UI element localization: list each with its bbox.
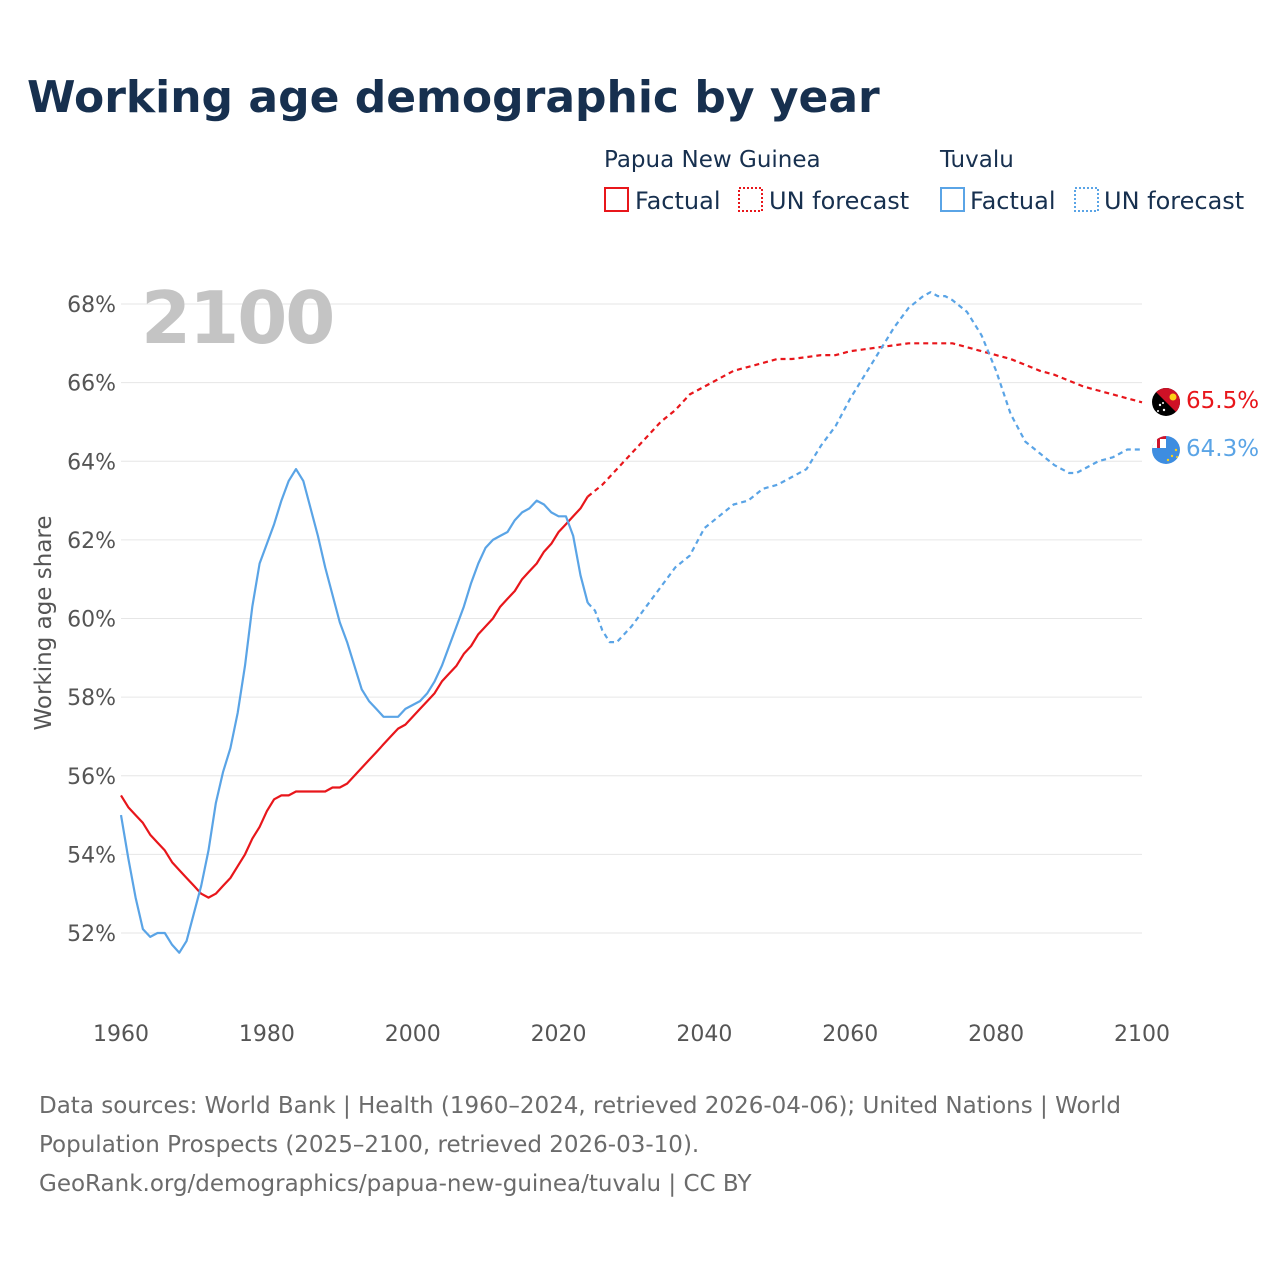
legend-label-png-forecast: UN forecast (769, 187, 909, 215)
y-tick-label: 68% (67, 293, 116, 318)
x-tick-label: 2040 (676, 1022, 732, 1047)
y-tick-label: 58% (67, 686, 116, 711)
legend-group-papua-new-guinea: Papua New Guinea (604, 147, 821, 173)
year-watermark: 2100 (141, 276, 333, 360)
y-tick-label: 54% (67, 843, 116, 868)
y-axis-label: Working age share (31, 515, 57, 730)
end-label-papua-new-guinea: 65.5% (1186, 388, 1259, 414)
series-line-papua-new-guinea-forecast (587, 342, 1143, 498)
legend-swatch-tuvalu-forecast (1074, 187, 1099, 212)
y-tick-label: 56% (67, 765, 116, 790)
y-axis-ticks: 52% 54% 56% 58% 60% 62% 64% 66% 68% (67, 293, 116, 947)
legend-label-tuvalu-factual: Factual (970, 187, 1056, 215)
legend-swatch-png-forecast (738, 187, 763, 212)
gridlines (121, 303, 1142, 934)
x-tick-label: 2000 (385, 1022, 441, 1047)
end-label-tuvalu: 64.3% (1186, 436, 1259, 462)
x-tick-label: 2060 (822, 1022, 878, 1047)
legend-label-png-factual: Factual (635, 187, 721, 215)
papua-new-guinea-flag-icon (1152, 388, 1180, 416)
source-line-3: GeoRank.org/demographics/papua-new-guine… (39, 1171, 752, 1197)
legend-swatch-png-factual (604, 187, 629, 212)
chart-title: Working age demographic by year (27, 72, 880, 123)
source-line-2: Population Prospects (2025–2100, retriev… (39, 1132, 699, 1158)
legend-label-tuvalu-forecast: UN forecast (1104, 187, 1244, 215)
series-lines (119, 291, 1143, 954)
series-line-tuvalu-forecast (586, 291, 1142, 644)
tuvalu-flag-icon (1152, 436, 1180, 464)
x-tick-label: 2020 (531, 1022, 587, 1047)
series-line-tuvalu-factual (119, 468, 589, 954)
source-line-1: Data sources: World Bank | Health (1960–… (39, 1093, 1121, 1119)
x-tick-label: 2100 (1114, 1022, 1170, 1047)
x-tick-label: 1960 (93, 1022, 149, 1047)
legend-group-tuvalu: Tuvalu (939, 147, 1014, 173)
legend: Papua New Guinea Factual UN forecast Tuv… (604, 147, 1244, 215)
legend-swatch-tuvalu-factual (940, 187, 965, 212)
y-tick-label: 60% (67, 608, 116, 633)
x-tick-label: 1980 (239, 1022, 295, 1047)
y-tick-label: 66% (67, 372, 116, 397)
y-tick-label: 62% (67, 529, 116, 554)
y-tick-label: 52% (67, 922, 116, 947)
y-tick-label: 64% (67, 450, 116, 475)
x-tick-label: 2080 (968, 1022, 1024, 1047)
x-axis-ticks: 1960 1980 2000 2020 2040 2060 2080 2100 (93, 1022, 1170, 1047)
